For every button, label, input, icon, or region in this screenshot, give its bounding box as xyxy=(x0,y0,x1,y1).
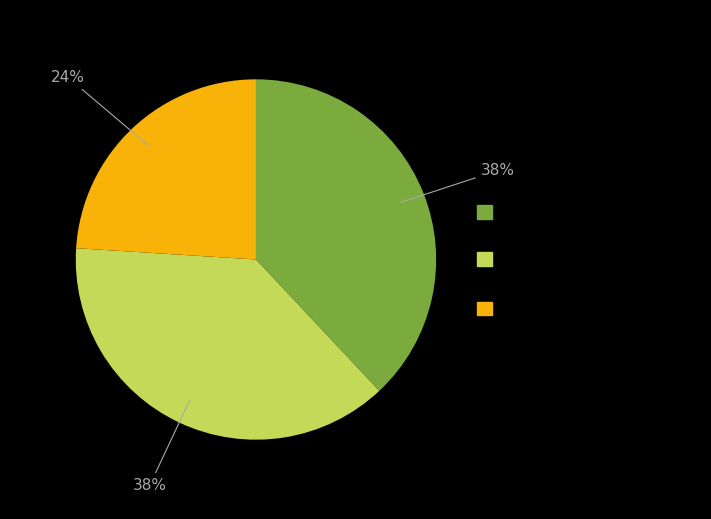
Text: 38%: 38% xyxy=(401,163,515,202)
Wedge shape xyxy=(76,248,379,440)
Wedge shape xyxy=(256,79,436,391)
Legend: Een (erg) groot
verschil, Een matig verschil, (Bijna) geen
verschil: Een (erg) groot verschil, Een matig vers… xyxy=(461,180,662,339)
Text: 38%: 38% xyxy=(132,401,190,493)
Wedge shape xyxy=(76,79,256,260)
Text: 24%: 24% xyxy=(51,70,149,146)
